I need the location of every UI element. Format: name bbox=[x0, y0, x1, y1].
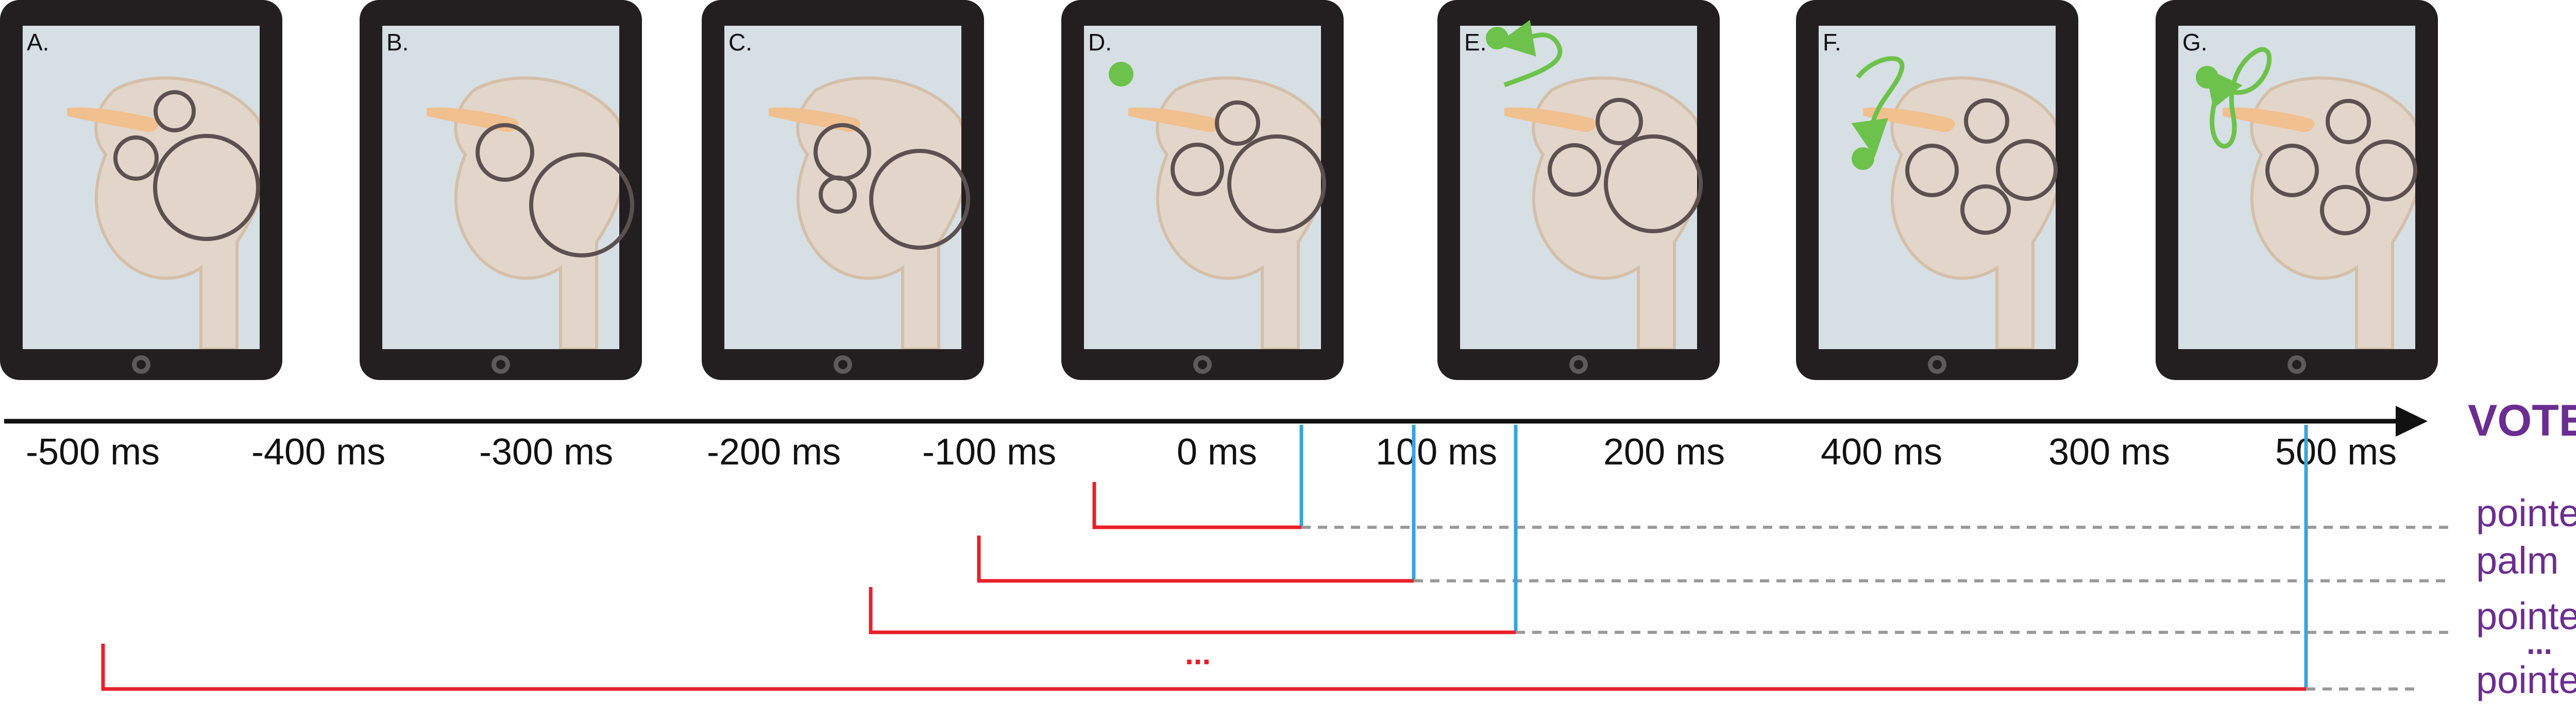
tick-label: -200 ms bbox=[707, 432, 841, 473]
touch-circle-icon bbox=[1960, 184, 2011, 235]
touch-circle-icon bbox=[819, 176, 857, 214]
tick-label: 100 ms bbox=[1376, 432, 1497, 473]
tick-label: 200 ms bbox=[1603, 432, 1725, 473]
touch-point-icon bbox=[1486, 27, 1509, 49]
result-label: pointer bbox=[2476, 595, 2576, 637]
touch-point-icon bbox=[2196, 66, 2218, 89]
vote-label: VOTE bbox=[2468, 396, 2576, 445]
result-ellipsis: ... bbox=[2527, 626, 2552, 661]
tablet-panels: A. B. C. D. E. F. G. bbox=[0, 0, 2438, 380]
tablet-panel: F. bbox=[1796, 0, 2078, 380]
tick-label: 0 ms bbox=[1177, 432, 1257, 473]
window-row: palm bbox=[977, 425, 2558, 583]
tablet-panel: C. bbox=[702, 0, 984, 380]
touch-circle-icon bbox=[1215, 100, 1260, 146]
window-row: pointer bbox=[869, 425, 2576, 637]
panel-letter: B. bbox=[386, 29, 409, 56]
tick-label: 400 ms bbox=[1821, 432, 1942, 473]
panel-letter: G. bbox=[2182, 29, 2208, 56]
result-label: pointer bbox=[2476, 492, 2576, 534]
tick-label: -500 ms bbox=[26, 432, 160, 473]
touch-circle-icon bbox=[1996, 139, 2058, 201]
touch-circle-icon bbox=[2326, 99, 2371, 144]
classification-windows: pointer palm pointer pointer...... bbox=[101, 425, 2576, 701]
touch-circle-icon bbox=[1171, 143, 1224, 196]
touch-circle-icon bbox=[2355, 140, 2417, 201]
touch-point-icon bbox=[1852, 147, 1874, 170]
window-bracket bbox=[869, 587, 1516, 634]
window-row: pointer bbox=[1092, 425, 2576, 534]
panel-letter: C. bbox=[728, 29, 752, 56]
touch-circle-icon bbox=[1905, 144, 1959, 197]
result-label: pointer bbox=[2476, 659, 2576, 701]
tick-label: -300 ms bbox=[479, 432, 613, 473]
tablet-panel: D. bbox=[1061, 0, 1344, 380]
panel-letter: D. bbox=[1088, 29, 1112, 56]
touch-circle-icon bbox=[154, 90, 196, 132]
ellipsis-dots: ... bbox=[1185, 636, 1211, 671]
touch-circle-icon bbox=[869, 149, 970, 250]
tablet-panel: E. bbox=[1437, 0, 1720, 380]
touch-circle-icon bbox=[2320, 185, 2370, 235]
touch-circle-icon bbox=[1604, 134, 1703, 233]
tick-label: 500 ms bbox=[2275, 432, 2397, 473]
panel-letter: E. bbox=[1464, 29, 1486, 56]
window-bracket bbox=[101, 644, 2306, 691]
touch-point-icon bbox=[1109, 62, 1133, 87]
tablet-panel: G. bbox=[2156, 0, 2438, 380]
panel-letter: A. bbox=[27, 29, 49, 56]
tick-label: -400 ms bbox=[251, 432, 385, 473]
arrowhead-icon bbox=[2396, 406, 2428, 437]
touch-circle-icon bbox=[476, 123, 534, 182]
window-bracket bbox=[1092, 482, 1301, 529]
gesture-path-icon bbox=[1851, 56, 1905, 158]
result-label: palm bbox=[2476, 539, 2558, 582]
touch-circle-icon bbox=[529, 152, 634, 257]
gesture-path-icon bbox=[2205, 47, 2272, 149]
window-row: pointer bbox=[101, 425, 2576, 701]
touch-circle-icon bbox=[1964, 98, 2009, 144]
tick-labels: -500 ms -400 ms -300 ms -200 ms -100 ms 0 ms 1… bbox=[26, 432, 2397, 473]
tick-label: -100 ms bbox=[922, 432, 1056, 473]
touch-circle-icon bbox=[1548, 143, 1601, 197]
touch-circle-icon bbox=[113, 135, 159, 181]
window-bracket bbox=[977, 536, 1414, 583]
tablet-panel: A. bbox=[0, 0, 282, 380]
gesture-path-icon bbox=[1496, 20, 1563, 88]
touch-circle-icon bbox=[1596, 98, 1643, 145]
touch-circle-icon bbox=[1227, 134, 1326, 233]
panel-letter: F. bbox=[1823, 29, 1841, 56]
touch-circle-icon bbox=[2265, 144, 2319, 197]
touch-circle-icon bbox=[153, 134, 260, 241]
timeline: VOTE -500 ms -400 ms -300 ms -200 ms -100 ms… bbox=[4, 396, 2576, 473]
tablet-panel: B. bbox=[360, 0, 642, 380]
tick-label: 300 ms bbox=[2048, 432, 2170, 473]
